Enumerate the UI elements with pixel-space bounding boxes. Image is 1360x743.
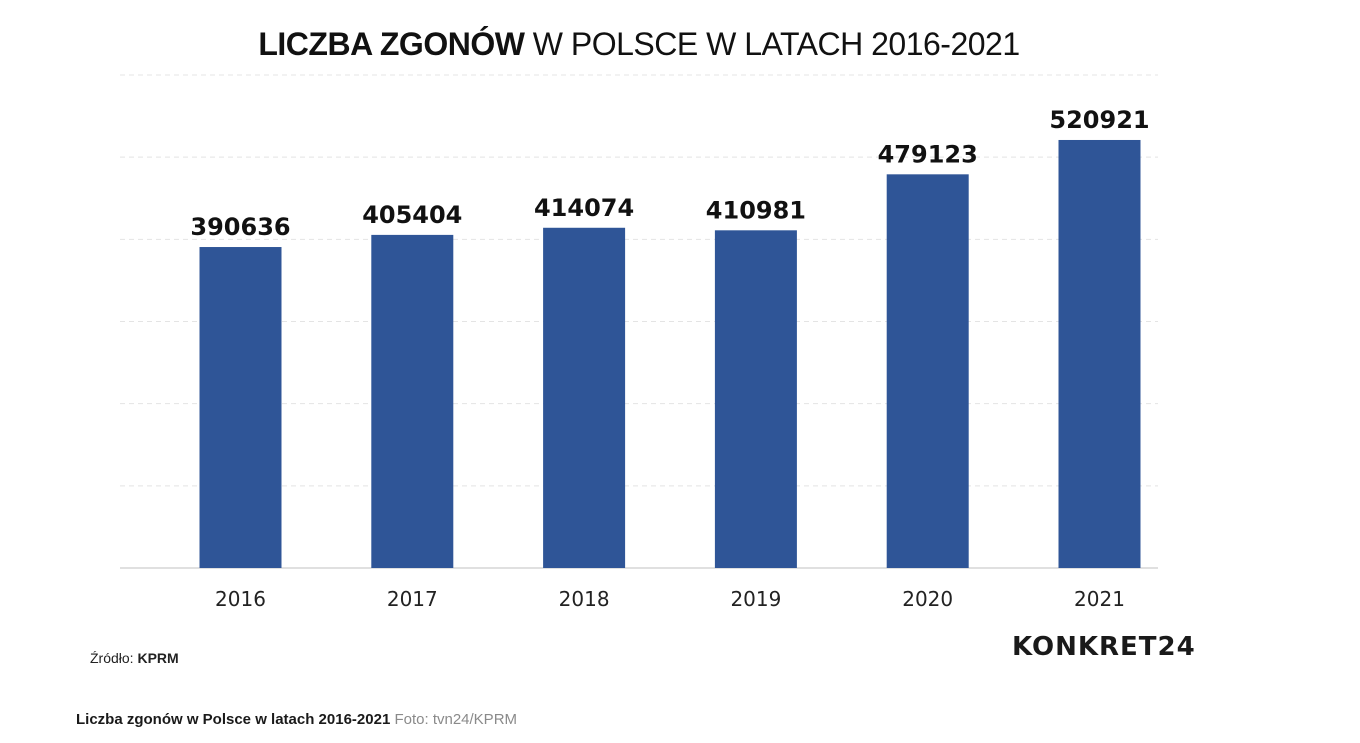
source-note: Źródło: KPRM — [90, 650, 179, 666]
source-label: Źródło: — [90, 650, 134, 666]
bar-2020 — [886, 174, 969, 568]
bar-2017 — [371, 234, 454, 568]
chart-title-rest: W POLSCE W LATACH 2016-2021 — [532, 26, 1020, 62]
value-label-2020: 479123 — [878, 140, 978, 168]
bar-2016 — [199, 247, 282, 569]
bar-2021 — [1058, 139, 1141, 569]
bar-2019 — [714, 230, 797, 568]
gridlines — [120, 74, 1158, 569]
image-caption: Liczba zgonów w Polsce w latach 2016-202… — [76, 711, 517, 728]
chart-title-bold: LICZBA ZGONÓW — [258, 26, 525, 62]
x-tick-2020: 2020 — [902, 587, 953, 611]
value-label-2018: 414074 — [534, 194, 634, 222]
x-tick-labels: 2016 2017 2018 2019 2020 2021 — [215, 587, 1125, 611]
bar-2018 — [543, 227, 626, 568]
x-tick-2016: 2016 — [215, 587, 266, 611]
value-label-2019: 410981 — [706, 196, 806, 224]
caption-title: Liczba zgonów w Polsce w latach 2016-202… — [76, 711, 391, 728]
x-tick-2018: 2018 — [559, 587, 610, 611]
logo-text: KONKRET24 — [1012, 632, 1196, 662]
source-value: KPRM — [137, 650, 179, 666]
x-tick-2019: 2019 — [730, 587, 781, 611]
x-tick-2017: 2017 — [387, 587, 438, 611]
konkret24-logo: KONKRET24 — [1012, 632, 1195, 666]
value-label-2021: 520921 — [1049, 106, 1149, 134]
x-tick-2021: 2021 — [1074, 587, 1125, 611]
bars — [199, 139, 1141, 569]
value-label-2016: 390636 — [190, 213, 290, 241]
caption-credit: Foto: tvn24/KPRM — [394, 711, 518, 728]
value-labels: 390636 405404 414074 410981 479123 520921 — [190, 106, 1149, 241]
bar-chart: 390636 405404 414074 410981 479123 520921 201… — [120, 74, 1158, 611]
value-label-2017: 405404 — [362, 201, 462, 229]
chart-title: LICZBA ZGONÓW W POLSCE W LATACH 2016-202… — [0, 26, 1278, 63]
